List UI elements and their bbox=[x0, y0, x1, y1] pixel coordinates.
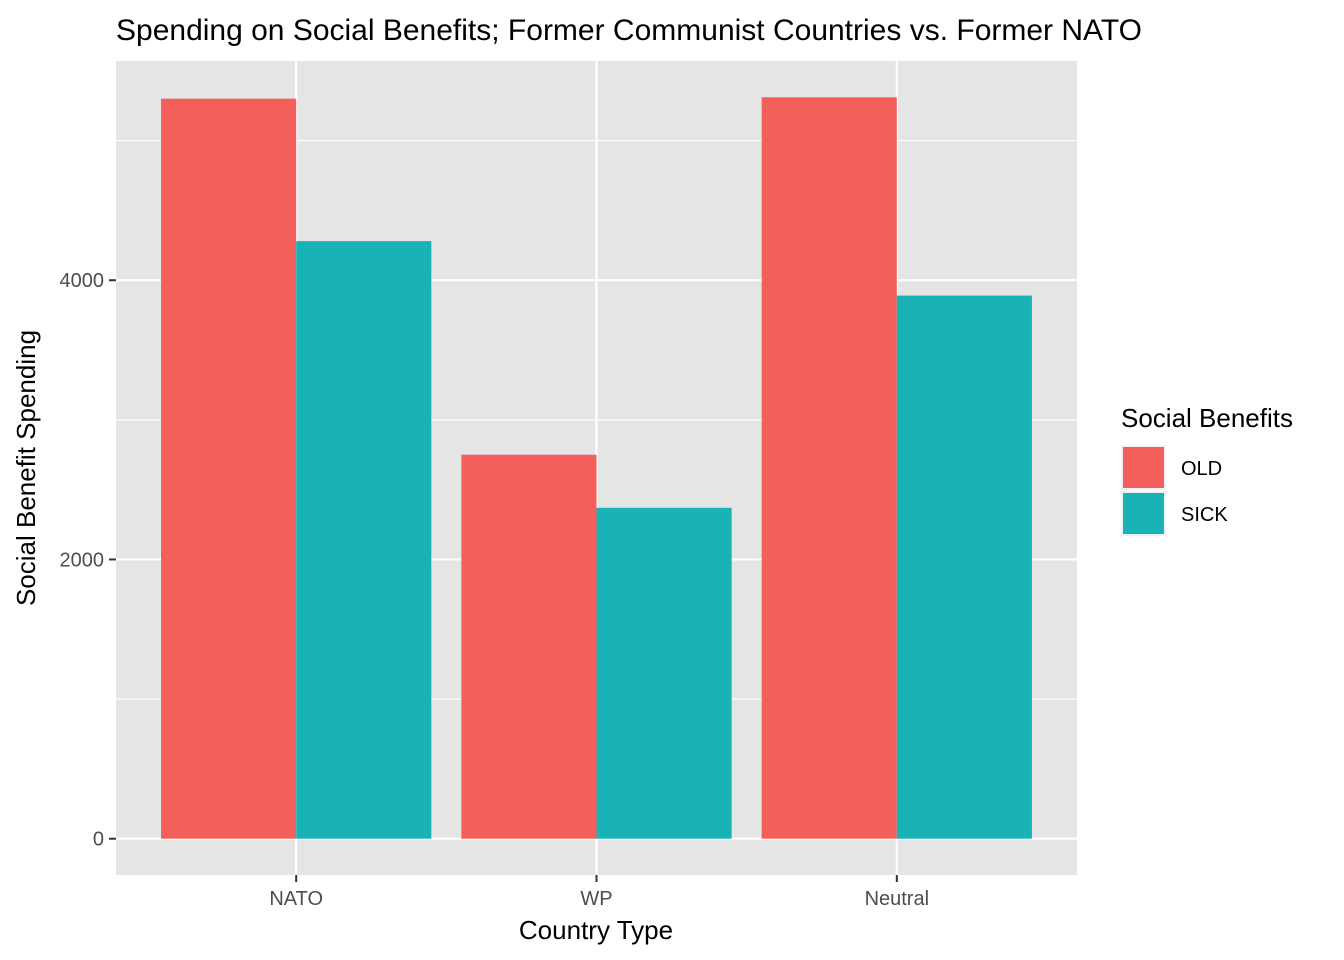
x-tick-label: Neutral bbox=[865, 888, 929, 910]
y-axis: 0 2000 4000 bbox=[60, 270, 116, 851]
x-tick-label: NATO bbox=[269, 888, 323, 910]
chart-title: Spending on Social Benefits; Former Comm… bbox=[116, 14, 1142, 47]
legend-items: OLD SICK bbox=[1121, 445, 1228, 536]
legend-label-old: OLD bbox=[1181, 458, 1222, 480]
x-axis: NATO WP Neutral bbox=[269, 875, 929, 910]
bar-old-nato bbox=[161, 98, 297, 839]
legend-label-sick: SICK bbox=[1181, 504, 1228, 526]
bar-sick-nato bbox=[296, 241, 432, 839]
bars bbox=[161, 97, 1032, 839]
x-axis-title: Country Type bbox=[519, 915, 673, 945]
y-tick-label: 4000 bbox=[60, 270, 105, 292]
y-tick-label: 0 bbox=[93, 829, 104, 851]
legend-title: Social Benefits bbox=[1121, 403, 1293, 433]
x-tick-label: WP bbox=[580, 888, 612, 910]
bar-sick-wp bbox=[596, 507, 732, 839]
legend-swatch-sick bbox=[1123, 493, 1164, 534]
y-tick-label: 2000 bbox=[60, 549, 105, 571]
legend-swatch-old bbox=[1123, 447, 1164, 488]
bar-old-wp bbox=[461, 454, 597, 839]
bar-sick-neutral bbox=[896, 295, 1032, 839]
legend: Social Benefits OLD SICK bbox=[1121, 403, 1293, 536]
y-axis-title: Social Benefit Spending bbox=[11, 330, 41, 606]
bar-old-neutral bbox=[761, 97, 897, 839]
